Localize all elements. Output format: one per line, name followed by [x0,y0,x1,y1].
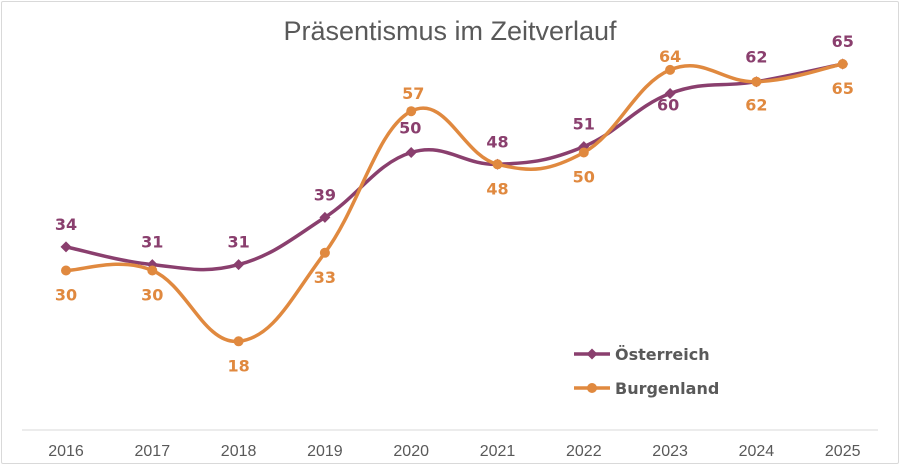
x-tick-label: 2017 [135,443,171,460]
x-tick-label: 2021 [480,443,516,460]
data-point-burgenland [837,59,848,69]
chart-title: Präsentismus im Zeitverlauf [283,16,617,46]
data-label-burgenland: 57 [402,84,424,103]
legend: Österreich Burgenland [574,345,719,398]
data-point-burgenland [751,76,762,87]
data-point-burgenland [492,159,503,170]
data-label-oesterreich: 50 [399,119,421,138]
data-point-sterreich [664,88,676,99]
data-label-burgenland: 48 [486,179,508,198]
data-label-oesterreich: 31 [141,233,163,252]
x-tick-label: 2022 [566,443,602,460]
data-label-burgenland: 30 [55,286,77,305]
x-tick-label: 2020 [393,443,429,460]
x-tick-label: 2018 [221,443,257,460]
data-label-burgenland: 65 [832,79,854,98]
data-label-oesterreich: 60 [657,96,679,115]
data-point-burgenland [61,265,71,276]
data-label-layer: 34 30 31 30 31 18 39 33 50 57 48 48 51 50 60 64 62 62 65 65 [55,32,854,375]
legend-marker-circle [587,383,597,393]
data-point-burgenland [233,336,244,347]
data-point-sterreich [319,211,331,223]
x-tick-label: 2023 [652,443,688,460]
data-point-burgenland [665,64,676,75]
data-label-oesterreich: 34 [55,215,77,234]
data-label-oesterreich: 39 [314,185,336,204]
x-tick-label: 2024 [739,443,775,460]
data-point-burgenland [319,247,330,258]
data-label-burgenland: 30 [141,286,163,305]
x-tick-label: 2025 [825,443,861,460]
data-point-sterreich [60,241,72,253]
data-label-burgenland: 62 [745,96,767,115]
data-point-burgenland [578,147,589,158]
x-tick-label: 2016 [48,443,84,460]
data-label-burgenland: 18 [227,356,249,375]
legend-item-burgenland: Burgenland [574,379,719,398]
data-label-oesterreich: 48 [486,132,508,151]
legend-item-sterreich: Österreich [574,345,710,364]
data-label-oesterreich: 51 [573,115,595,134]
series-line-burgenland [64,62,845,344]
data-label-oesterreich: 31 [227,233,249,252]
x-tick-label: 2019 [307,443,343,460]
data-point-sterreich [233,259,245,271]
data-label-burgenland: 50 [573,168,595,187]
legend-marker-diamond [586,348,598,360]
data-point-sterreich [405,147,417,158]
data-label-oesterreich: 65 [832,32,854,51]
data-label-burgenland: 64 [659,47,681,66]
data-label-oesterreich: 62 [745,48,767,67]
data-point-burgenland [406,106,417,117]
series-line-sterreich [64,62,845,272]
legend-label: Österreich [615,345,710,364]
data-label-burgenland: 33 [314,268,336,287]
data-point-burgenland [147,265,158,276]
legend-label: Burgenland [615,379,719,398]
x-axis-ticks: 2016 2017 2018 2019 2020 2021 2022 2023 2024 2025 [48,443,860,460]
series-layer [60,58,849,347]
